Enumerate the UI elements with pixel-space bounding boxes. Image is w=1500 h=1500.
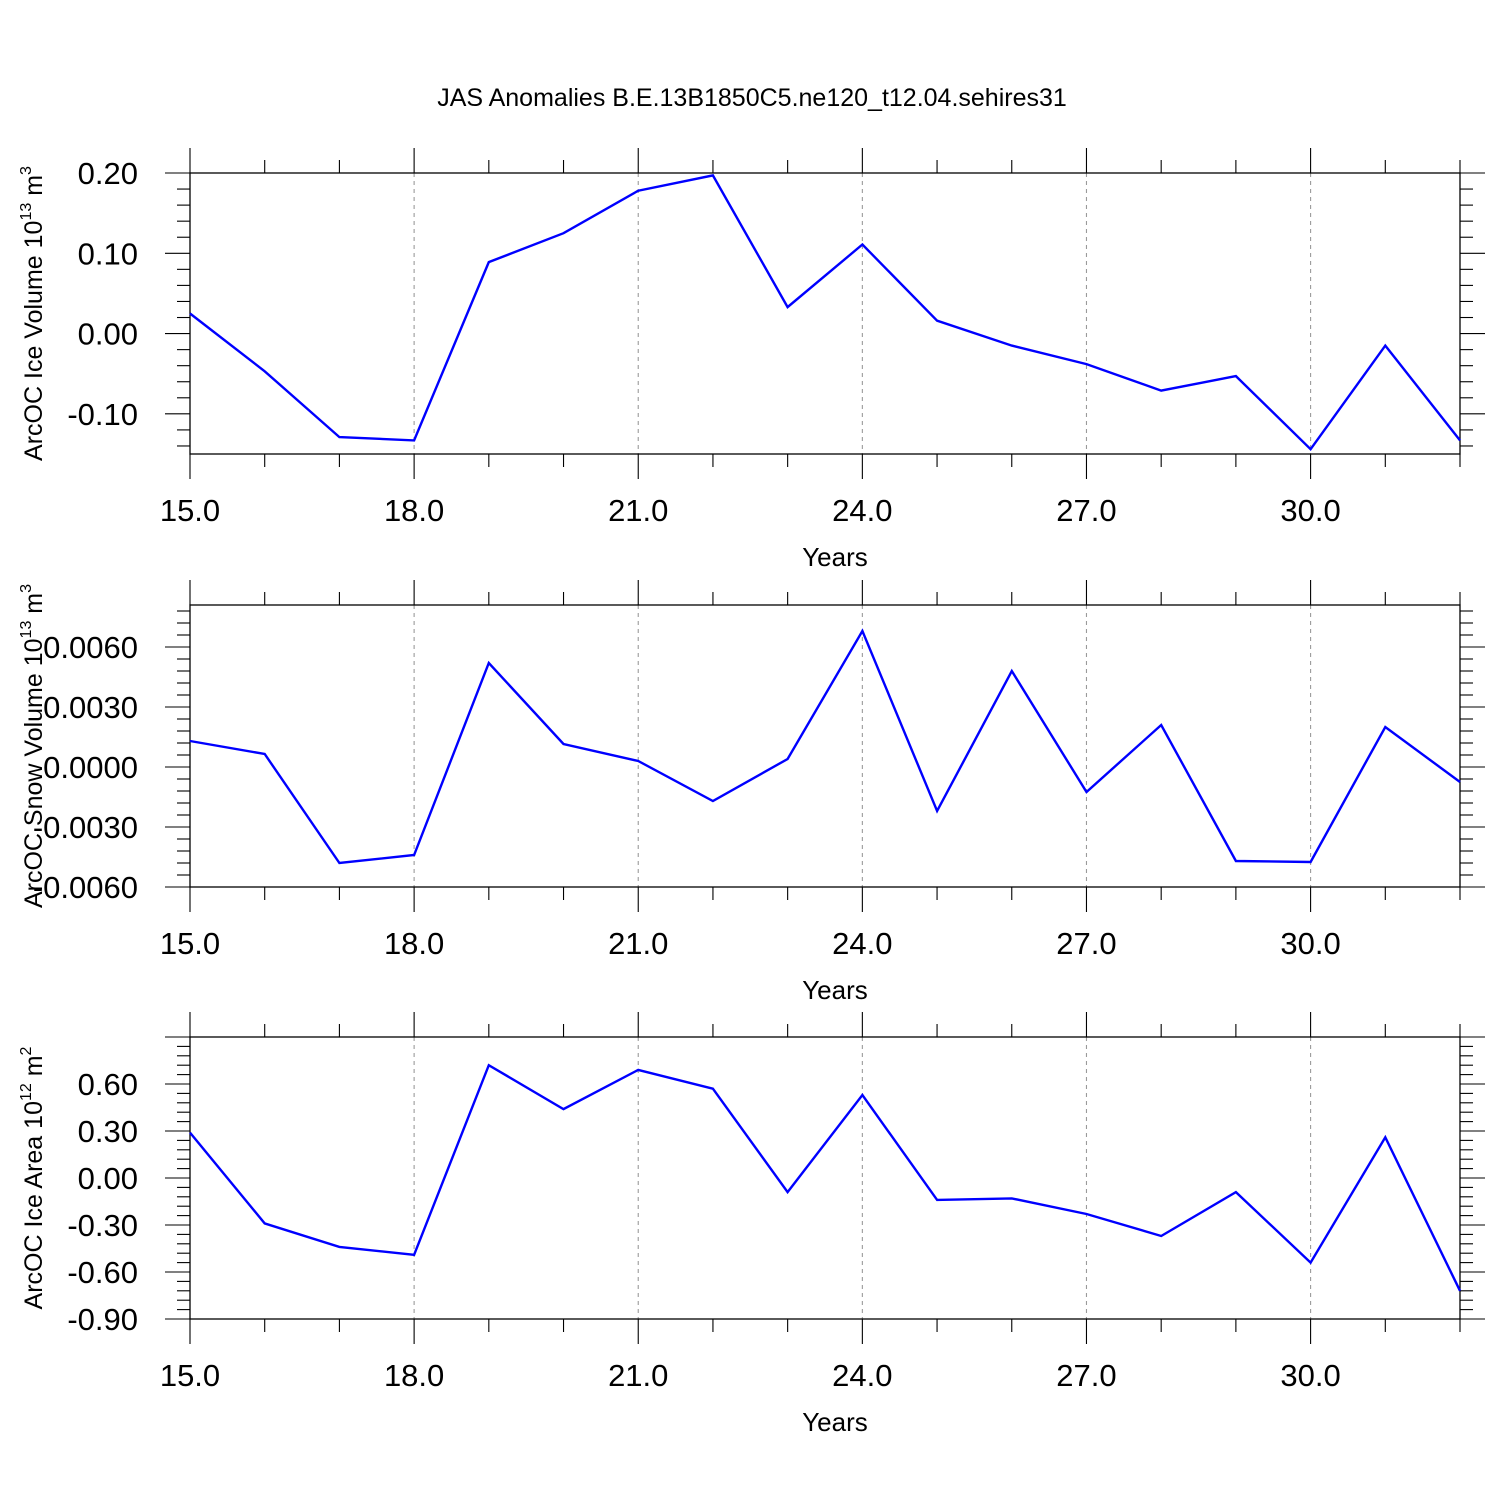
- y-axis-title-main: ArcOC Ice Area 10: [20, 1101, 48, 1309]
- y-tick-label: -0.90: [67, 1302, 138, 1337]
- y-axis-title-exp: 13: [18, 203, 35, 221]
- y-tick-label: 0.10: [78, 236, 138, 271]
- y-axis-title-exp: 12: [18, 1083, 35, 1101]
- x-tick-label: 18.0: [384, 926, 444, 961]
- y-tick-label: -0.0060: [33, 870, 138, 905]
- y-tick-label: 0.00: [78, 1161, 138, 1196]
- x-tick-label: 24.0: [832, 493, 892, 528]
- series-line: [189, 1063, 1462, 1292]
- x-tick-label: 27.0: [1056, 926, 1116, 961]
- chart-title: JAS Anomalies B.E.13B1850C5.ne120_t12.04…: [437, 84, 1067, 112]
- y-tick-label: 0.00: [78, 317, 138, 352]
- x-tick-label: 21.0: [608, 1358, 668, 1393]
- panel-1: 15.0 18.0 21.0 24.0 27.0 30.0 Years 0.20 0.10 0.0…: [18, 148, 1485, 572]
- x-tick-label: 21.0: [608, 493, 668, 528]
- x-tick-label: 24.0: [832, 926, 892, 961]
- x-tick-label: 21.0: [608, 926, 668, 961]
- x-axis-title: Years: [802, 975, 868, 1005]
- panels-layer: 15.0 18.0 21.0 24.0 27.0 30.0 Years 0.20 0.10 0.0…: [18, 148, 1485, 1437]
- y-tick-label: -0.0030: [33, 810, 138, 845]
- y-axis-title-unit-exp: 2: [18, 1046, 35, 1055]
- x-tick-label: 27.0: [1056, 1358, 1116, 1393]
- y-axis-title: ArcOC Ice Area 1012 m2: [18, 1046, 48, 1309]
- x-tick-label: 30.0: [1280, 1358, 1340, 1393]
- y-tick-label: 0.20: [78, 156, 138, 191]
- y-axis-title-unit: m: [20, 175, 48, 203]
- panel-3: 15.0 18.0 21.0 24.0 27.0 30.0 Years 0.60 0.30 0.0…: [18, 1012, 1485, 1437]
- x-tick-label: 18.0: [384, 493, 444, 528]
- y-tick-label: 0.30: [78, 1114, 138, 1149]
- plot-frame: [189, 1036, 1461, 1320]
- y-tick-label: 0.0000: [43, 750, 138, 785]
- y-axis-title: ArcOC Snow Volume 1013 m3: [18, 584, 48, 908]
- plot-frame: [189, 172, 1461, 455]
- y-tick-label: 0.0060: [43, 630, 138, 665]
- y-axis-title-unit: m: [20, 593, 48, 621]
- x-tick-label: 30.0: [1280, 926, 1340, 961]
- y-tick-label: -0.60: [67, 1255, 138, 1290]
- y-tick-label: -0.10: [67, 397, 138, 432]
- series-line: [189, 174, 1461, 452]
- x-tick-label: 24.0: [832, 1358, 892, 1393]
- x-tick-label: 15.0: [160, 926, 220, 961]
- series-line: [189, 628, 1461, 865]
- x-tick-label: 15.0: [160, 1358, 220, 1393]
- y-axis-title-unit-exp: 3: [18, 166, 35, 175]
- y-axis-title-unit-exp: 3: [18, 584, 35, 593]
- y-axis-title-exp: 13: [18, 621, 35, 639]
- x-axis-title: Years: [802, 542, 868, 572]
- y-tick-label: 0.0030: [43, 690, 138, 725]
- y-tick-label: -0.30: [67, 1208, 138, 1243]
- x-tick-label: 18.0: [384, 1358, 444, 1393]
- y-axis-title-main: ArcOC Ice Volume 10: [20, 221, 48, 461]
- x-tick-label: 27.0: [1056, 493, 1116, 528]
- y-axis-title: ArcOC Ice Volume 1013 m3: [18, 166, 48, 461]
- panel-2: 15.0 18.0 21.0 24.0 27.0 30.0 Years 0.0060 0.003…: [18, 580, 1485, 1005]
- y-axis-title-main: ArcOC Snow Volume 10: [20, 638, 48, 908]
- x-tick-label: 30.0: [1280, 493, 1340, 528]
- y-axis-title-unit: m: [20, 1055, 48, 1083]
- x-tick-label: 15.0: [160, 493, 220, 528]
- plot-frame: [189, 604, 1461, 888]
- y-tick-label: 0.60: [78, 1067, 138, 1102]
- x-axis-title: Years: [802, 1407, 868, 1437]
